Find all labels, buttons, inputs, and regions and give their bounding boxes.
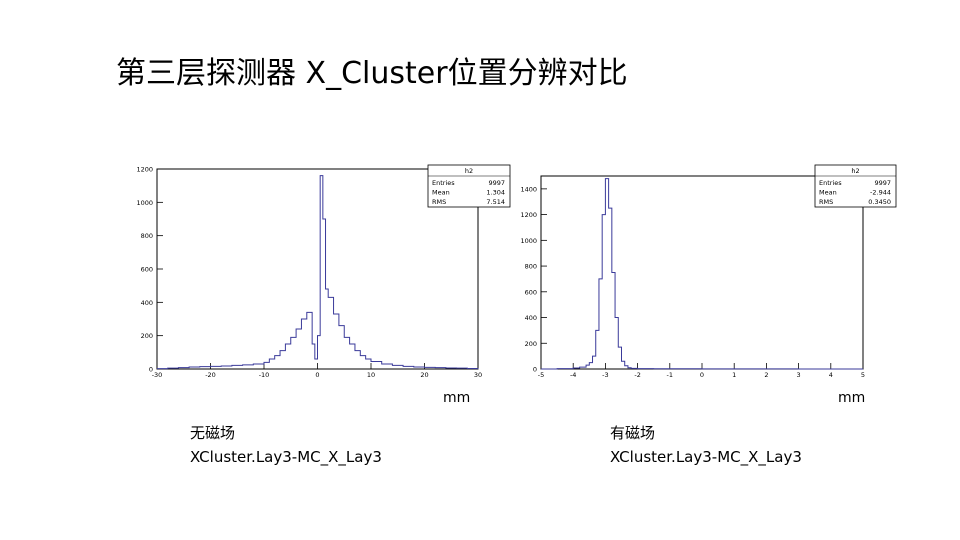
y-tick-label: 200 xyxy=(525,340,537,348)
y-tick-label: 1000 xyxy=(520,237,537,245)
y-tick-label: 600 xyxy=(141,266,153,274)
x-tick-label: -4 xyxy=(570,371,576,379)
stats-value: 0.3450 xyxy=(868,198,891,206)
page-title: 第三层探测器 X_Cluster位置分辨对比 xyxy=(116,56,628,91)
x-tick-label: 4 xyxy=(829,371,833,379)
x-tick-label: 0 xyxy=(315,371,319,379)
histogram-series xyxy=(541,178,863,370)
chart-with-magnetic-field: 0 200 400 600 800 1000 1200 1400 -5 -4 -3 -2 -1 0 1 2 3 4… xyxy=(520,164,897,379)
left-caption-variable: XCluster.Lay3-MC_X_Lay3 xyxy=(190,448,382,466)
x-tick-label: 1 xyxy=(732,371,736,379)
x-tick-label: 20 xyxy=(420,371,428,379)
x-tick-label: -10 xyxy=(259,371,270,379)
stats-value: -2.944 xyxy=(870,189,891,197)
x-tick-label: -1 xyxy=(667,371,673,379)
stats-label: Entries xyxy=(819,179,842,187)
x-tick-label: 3 xyxy=(797,371,801,379)
x-tick-label: 10 xyxy=(367,371,375,379)
x-tick-label: -5 xyxy=(538,371,544,379)
stats-label: RMS xyxy=(819,198,833,206)
x-tick-label: 30 xyxy=(474,371,482,379)
x-tick-label: 0 xyxy=(700,371,704,379)
right-x-unit: mm xyxy=(838,390,866,406)
stats-value: 7.514 xyxy=(486,198,505,206)
stats-value: 1.304 xyxy=(486,189,505,197)
x-tick-label: -2 xyxy=(634,371,640,379)
stats-box xyxy=(814,164,897,208)
chart-no-magnetic-field: 0 200 400 600 800 1000 1200 -30 -20 -10 0 10 20 30 h2 E… xyxy=(136,164,511,379)
y-tick-label: 0 xyxy=(533,366,537,374)
x-tick-label: -3 xyxy=(602,371,608,379)
x-tick-label: -20 xyxy=(205,371,216,379)
y-tick-label: 0 xyxy=(149,366,153,374)
stats-title: h2 xyxy=(851,167,859,175)
stats-label: Entries xyxy=(432,179,455,187)
left-x-unit: mm xyxy=(443,390,471,406)
y-tick-label: 1000 xyxy=(136,199,153,207)
y-tick-label: 400 xyxy=(525,314,537,322)
left-caption-field: 无磁场 xyxy=(190,424,236,442)
stats-title: h2 xyxy=(465,167,473,175)
right-caption: 有磁场 XCluster.Lay3-MC_X_Lay3 xyxy=(610,421,802,469)
y-tick-label: 600 xyxy=(525,288,537,296)
stats-label: RMS xyxy=(432,198,446,206)
y-tick-label: 400 xyxy=(141,299,153,307)
y-tick-label: 1200 xyxy=(520,211,537,219)
y-tick-label: 1200 xyxy=(136,166,153,174)
stats-label: Mean xyxy=(432,189,450,197)
x-tick-label: 2 xyxy=(764,371,768,379)
stats-value: 9997 xyxy=(874,179,891,187)
y-tick-label: 200 xyxy=(141,332,153,340)
right-caption-field: 有磁场 xyxy=(610,424,656,442)
x-tick-label: -30 xyxy=(152,371,163,379)
left-caption: 无磁场 XCluster.Lay3-MC_X_Lay3 xyxy=(190,421,382,469)
stats-box xyxy=(427,164,511,208)
stats-label: Mean xyxy=(819,189,837,197)
y-tick-label: 1400 xyxy=(520,185,537,193)
y-tick-label: 800 xyxy=(141,232,153,240)
stats-value: 9997 xyxy=(488,179,505,187)
y-tick-label: 800 xyxy=(525,263,537,271)
right-caption-variable: XCluster.Lay3-MC_X_Lay3 xyxy=(610,448,802,466)
x-tick-label: 5 xyxy=(861,371,865,379)
histogram-series xyxy=(157,175,479,370)
